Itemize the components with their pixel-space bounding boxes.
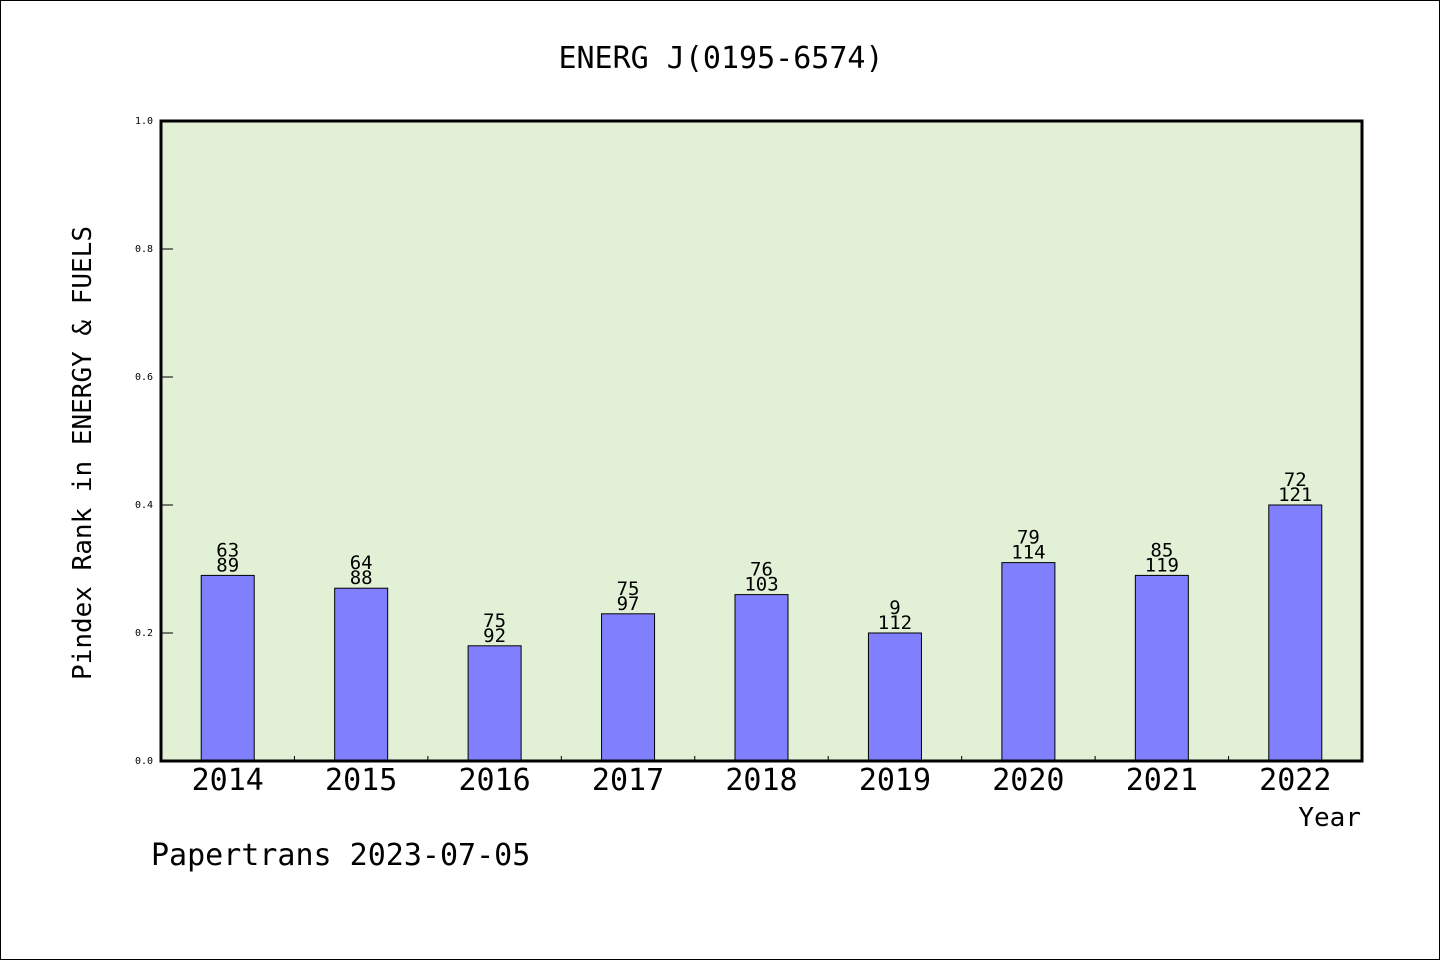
x-tick-label: 2021 [1126,763,1198,798]
chart-title: ENERG J(0195-6574) [558,41,883,76]
bar-total-label: 88 [350,567,373,589]
bar-rank-label: 75 [483,610,506,632]
bar-rank-label: 72 [1284,469,1307,491]
y-axis-label: Pindex Rank in ENERGY & FUELS [68,226,98,680]
bar-total-label: 89 [216,554,239,576]
bar-rank-label: 63 [216,539,239,561]
x-tick-label: 2015 [325,763,397,798]
x-tick-label: 2016 [458,763,530,798]
bar-total-label: 119 [1145,554,1179,576]
bar-total-label: 103 [744,574,778,596]
x-tick-label: 2017 [592,763,664,798]
bar [200,574,255,762]
bar [867,632,922,762]
bar-total-label: 114 [1011,542,1045,564]
bar [1134,574,1189,762]
y-tick-label: 0.6 [135,372,153,383]
x-tick-label: 2020 [992,763,1064,798]
bar-total-label: 121 [1278,484,1312,506]
bar [467,645,522,762]
bar-total-label: 92 [483,625,506,647]
bar-rank-label: 79 [1017,527,1040,549]
bar-rank-label: 85 [1150,539,1173,561]
bar [334,587,389,762]
bar-rank-label: 76 [750,559,773,581]
x-tick-label: 2018 [725,763,797,798]
x-tick-label: 2014 [192,763,264,798]
x-tick-label: 2022 [1259,763,1331,798]
footer-text: Papertrans 2023-07-05 [151,838,530,873]
bar [601,613,656,762]
y-tick-label: 0.0 [135,756,153,767]
axis-ticks: 2014 2015 2016 2017 2018 2019 2020 2021 2022 0.0 0… [135,116,1331,798]
y-tick-label: 0.4 [135,500,153,511]
bar-rank-label: 9 [889,597,900,619]
y-tick-label: 0.2 [135,628,153,639]
bar [1001,562,1056,762]
bar-rank-label: 75 [617,578,640,600]
x-axis-label: Year [1298,803,1361,833]
bar-rank-label: 64 [350,552,373,574]
bar [1268,504,1323,762]
x-tick-label: 2019 [859,763,931,798]
y-tick-label: 1.0 [135,116,153,127]
bar-total-label: 112 [878,612,912,634]
plot-border [159,119,1364,763]
bar-total-label: 97 [617,593,640,615]
y-tick-label: 0.8 [135,244,153,255]
bar [734,594,789,762]
